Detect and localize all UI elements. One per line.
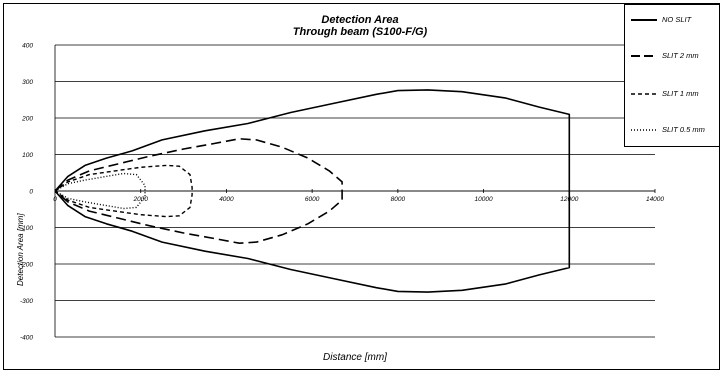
x-tick-label: 2000 xyxy=(132,196,148,203)
series-line-slit-0-5-mm xyxy=(54,172,146,210)
y-tick-label: -200 xyxy=(20,262,33,269)
x-tick-label: 8000 xyxy=(391,196,406,203)
y-tick-label: 100 xyxy=(22,152,33,159)
y-axis-label: Detection Area [mm] xyxy=(16,213,25,286)
x-tick-label: 0 xyxy=(53,196,57,203)
chart-subtitle: Through beam (S100-F/G) xyxy=(292,26,428,38)
y-tick-label: -300 xyxy=(20,298,33,305)
chart-title: Detection Area xyxy=(321,14,399,26)
legend-item-slit-2mm: SLIT 2 mm xyxy=(631,49,719,63)
legend-label-slit-05mm: SLIT 0.5 mm xyxy=(662,125,705,134)
legend-item-slit-05mm: SLIT 0.5 mm xyxy=(631,123,719,137)
y-tick-label: 0 xyxy=(29,189,33,196)
legend: NO SLIT SLIT 2 mm SLIT 1 mm SLIT 0.5 mm xyxy=(624,4,720,147)
x-tick-label: 14000 xyxy=(646,196,664,203)
x-tick-label: 10000 xyxy=(475,196,493,203)
y-tick-label: 200 xyxy=(21,116,33,123)
legend-label-slit-1mm: SLIT 1 mm xyxy=(662,89,699,98)
series-line-slit-2-mm xyxy=(54,138,343,244)
legend-item-no-slit: NO SLIT xyxy=(631,13,719,27)
x-tick-label: 4000 xyxy=(219,196,234,203)
series-lines xyxy=(54,89,571,293)
series-line-no-slit xyxy=(54,89,571,293)
legend-item-slit-1mm: SLIT 1 mm xyxy=(631,87,719,101)
x-tick-label: 6000 xyxy=(305,196,320,203)
axes xyxy=(54,45,656,337)
legend-label-no-slit: NO SLIT xyxy=(662,15,692,24)
y-tick-label: -100 xyxy=(20,225,33,232)
y-tick-label: -400 xyxy=(20,335,33,342)
y-tick-label: 400 xyxy=(22,43,33,50)
y-tick-label: 300 xyxy=(22,79,33,86)
legend-label-slit-2mm: SLIT 2 mm xyxy=(662,51,699,60)
x-axis-label: Distance [mm] xyxy=(323,352,387,363)
